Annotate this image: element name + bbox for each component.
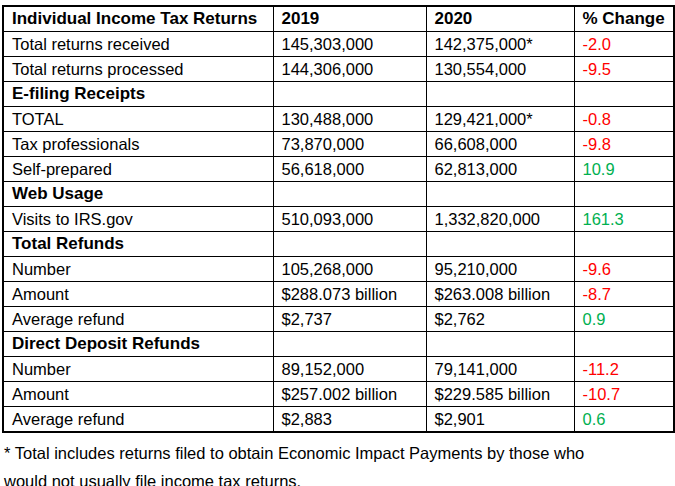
empty-cell xyxy=(273,332,426,357)
table-row: Average refund $2,737 $2,762 0.9 xyxy=(3,307,674,332)
value-2019: 56,618,000 xyxy=(273,157,426,182)
section-label: E-filing Receipts xyxy=(3,82,273,107)
footnote-line-2: would not usually file income tax return… xyxy=(4,467,675,486)
empty-cell xyxy=(426,182,574,207)
section-label: Total Refunds xyxy=(3,232,273,257)
row-label: Number xyxy=(3,257,273,282)
empty-cell xyxy=(574,182,674,207)
pct-change-value: 0.6 xyxy=(574,407,674,433)
value-2019: 144,306,000 xyxy=(273,57,426,82)
value-2019: 89,152,000 xyxy=(273,357,426,382)
empty-cell xyxy=(574,232,674,257)
value-2019: 105,268,000 xyxy=(273,257,426,282)
value-2020: 129,421,000* xyxy=(426,107,574,132)
tax-returns-stats-table: Individual Income Tax Returns 2019 2020 … xyxy=(2,5,675,433)
section-row: Direct Deposit Refunds xyxy=(3,332,674,357)
footnote-line-1: * Total includes returns filed to obtain… xyxy=(4,439,675,467)
value-2019: 145,303,000 xyxy=(273,32,426,57)
table-row: Self-prepared 56,618,000 62,813,000 10.9 xyxy=(3,157,674,182)
value-2019: $288.073 billion xyxy=(273,282,426,307)
pct-change-value: 0.9 xyxy=(574,307,674,332)
header-2020: 2020 xyxy=(426,6,574,32)
value-2020: 130,554,000 xyxy=(426,57,574,82)
row-label: Total returns processed xyxy=(3,57,273,82)
value-2019: 73,870,000 xyxy=(273,132,426,157)
table-row: Visits to IRS.gov 510,093,000 1,332,820,… xyxy=(3,207,674,232)
value-2019: 130,488,000 xyxy=(273,107,426,132)
value-2019: $2,883 xyxy=(273,407,426,433)
row-label: Amount xyxy=(3,382,273,407)
header-pct-change: % Change xyxy=(574,6,674,32)
value-2020: 79,141,000 xyxy=(426,357,574,382)
value-2020: 142,375,000* xyxy=(426,32,574,57)
table-row: Tax professionals 73,870,000 66,608,000 … xyxy=(3,132,674,157)
row-label: Amount xyxy=(3,282,273,307)
row-label: Tax professionals xyxy=(3,132,273,157)
empty-cell xyxy=(273,182,426,207)
pct-change-value: -9.5 xyxy=(574,57,674,82)
pct-change-value: 161.3 xyxy=(574,207,674,232)
pct-change-value: -9.6 xyxy=(574,257,674,282)
header-row: Individual Income Tax Returns 2019 2020 … xyxy=(3,6,674,32)
value-2020: $229.585 billion xyxy=(426,382,574,407)
section-label: Direct Deposit Refunds xyxy=(3,332,273,357)
value-2020: $263.008 billion xyxy=(426,282,574,307)
value-2019: $2,737 xyxy=(273,307,426,332)
empty-cell xyxy=(273,82,426,107)
pct-change-value: -2.0 xyxy=(574,32,674,57)
row-label: TOTAL xyxy=(3,107,273,132)
value-2019: $257.002 billion xyxy=(273,382,426,407)
table-row: Average refund $2,883 $2,901 0.6 xyxy=(3,407,674,433)
pct-change-value: -8.7 xyxy=(574,282,674,307)
empty-cell xyxy=(426,82,574,107)
value-2019: 510,093,000 xyxy=(273,207,426,232)
row-label: Average refund xyxy=(3,307,273,332)
empty-cell xyxy=(426,332,574,357)
empty-cell xyxy=(426,232,574,257)
empty-cell xyxy=(273,232,426,257)
header-title: Individual Income Tax Returns xyxy=(3,6,273,32)
table-row: TOTAL 130,488,000 129,421,000* -0.8 xyxy=(3,107,674,132)
pct-change-value: -11.2 xyxy=(574,357,674,382)
value-2020: 1,332,820,000 xyxy=(426,207,574,232)
row-label: Number xyxy=(3,357,273,382)
value-2020: 95,210,000 xyxy=(426,257,574,282)
table-row: Total returns received 145,303,000 142,3… xyxy=(3,32,674,57)
row-label: Total returns received xyxy=(3,32,273,57)
section-row: Total Refunds xyxy=(3,232,674,257)
empty-cell xyxy=(574,82,674,107)
row-label: Average refund xyxy=(3,407,273,433)
pct-change-value: -10.7 xyxy=(574,382,674,407)
value-2020: $2,762 xyxy=(426,307,574,332)
pct-change-value: -9.8 xyxy=(574,132,674,157)
section-row: Web Usage xyxy=(3,182,674,207)
header-2019: 2019 xyxy=(273,6,426,32)
table-row: Amount $288.073 billion $263.008 billion… xyxy=(3,282,674,307)
footnote: * Total includes returns filed to obtain… xyxy=(4,439,675,486)
empty-cell xyxy=(574,332,674,357)
pct-change-value: 10.9 xyxy=(574,157,674,182)
pct-change-value: -0.8 xyxy=(574,107,674,132)
row-label: Self-prepared xyxy=(3,157,273,182)
table-row: Total returns processed 144,306,000 130,… xyxy=(3,57,674,82)
table-row: Number 89,152,000 79,141,000 -11.2 xyxy=(3,357,674,382)
section-row: E-filing Receipts xyxy=(3,82,674,107)
value-2020: $2,901 xyxy=(426,407,574,433)
value-2020: 62,813,000 xyxy=(426,157,574,182)
section-label: Web Usage xyxy=(3,182,273,207)
value-2020: 66,608,000 xyxy=(426,132,574,157)
table-row: Amount $257.002 billion $229.585 billion… xyxy=(3,382,674,407)
row-label: Visits to IRS.gov xyxy=(3,207,273,232)
table-row: Number 105,268,000 95,210,000 -9.6 xyxy=(3,257,674,282)
